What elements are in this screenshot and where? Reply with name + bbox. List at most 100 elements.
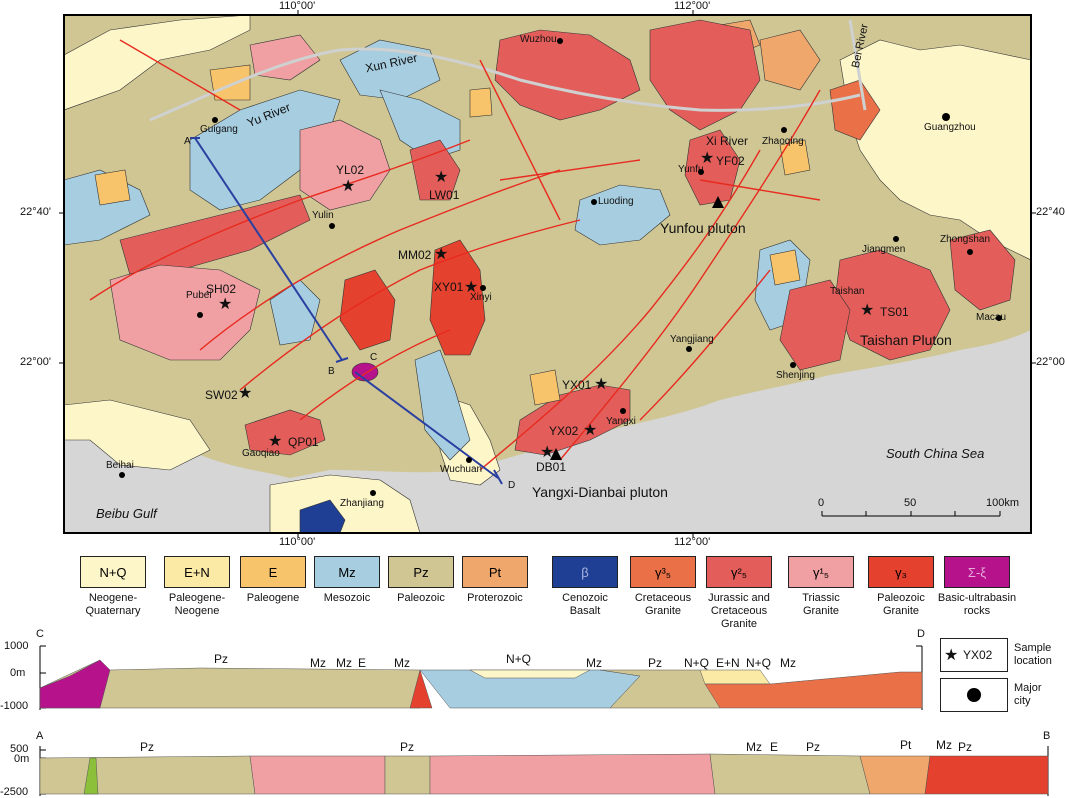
section-cd-scale-bottom: -1000 [0,700,29,712]
sample-star-yl02: ★ [341,178,356,195]
granite-jk-zhongshan [949,229,1016,311]
section-cd-pz-east [599,669,721,709]
sample-label-sw02: SW02 [205,388,238,402]
tick-lon-110-bottom: 110°00' [279,536,316,548]
place-beihai: Beihai [106,460,134,471]
pluton-label-taishan: Taishan Pluton [860,332,952,348]
tick-lat-2200-left: 22°00' [20,356,51,368]
key-sample-label: YX02 [963,648,993,662]
legend-caption-basalt: Cenozoic Basalt [562,592,608,617]
section-cd-unit-4: E [358,656,367,670]
legend-swatch-jurassic-cretaceous-granite: γ²₅ [706,556,772,588]
city-dot-guigang [212,117,218,123]
section-ab-end-left: A [36,730,44,742]
section-cd-granite [704,671,923,709]
section-ab-unit-4: E [770,740,779,754]
section-cd-granite-small [409,669,433,709]
sample-label-ts01: TS01 [880,305,909,319]
sample-star-db01: ★ [540,444,555,461]
sample-label-sh02: SH02 [206,282,237,296]
tick-lat-2240-right: 22°40' [1036,206,1065,218]
section-ab-canvas [39,746,1049,796]
paleogene-patch-4 [779,139,811,176]
place-guigang: Guigang [200,124,238,135]
section-cd-canvas [39,645,923,710]
tick-lat-2240-left: 22°40' [20,206,51,218]
section-cd-unit-12: Mz [780,656,796,670]
legend-caption-en: Paleogene- Neogene [168,592,226,617]
section-ab-unit-3: Mz [746,740,762,754]
section-ab-pz-east [709,753,871,795]
place-yunfu: Yunfu [678,164,704,175]
legend-caption-mz: Mesozoic [323,592,371,604]
sample-label-yx01: YX01 [562,378,592,392]
tick-lat-2200-right: 22°00' [1036,356,1065,368]
nq-area-northwest [64,15,251,111]
legend-caption-paleozoic-granite: Paleozoic Granite [877,592,925,617]
sample-label-yx02: YX02 [549,424,579,438]
granite-jk-centre-north [409,139,461,201]
section-point-a: A [184,136,191,147]
section-ab-scale-top: 500 [10,743,29,755]
river-label-xi: Xi River [706,134,749,148]
city-dot-pubei [197,312,203,318]
city-dot-yangjiang [686,346,692,352]
map-frame [63,14,1032,534]
pluton-label-yangxi-dianbai: Yangxi-Dianbai pluton [532,484,668,500]
city-dot-luoding [591,199,597,205]
sample-city-key: ★ YX02 Sample location Major city [940,638,1060,718]
sample-star-yx01: ★ [594,376,609,393]
city-dot-shenjing [790,362,796,368]
paleogene-patch-2 [94,169,131,206]
section-point-d: D [508,480,516,491]
section-ab-triassic-2 [429,753,716,795]
place-macau: Macau [976,312,1007,323]
basalt-area [299,499,346,533]
place-yangjiang: Yangjiang [670,334,714,345]
granite-paleozoic-xinyi [429,239,486,356]
pluton-pointer-arrows [550,196,724,460]
section-cd-ultrabasic [39,659,111,709]
place-taishan: Taishan [830,286,865,297]
section-ab-pt [859,755,931,795]
section-ab-unit-6: Pt [900,738,912,752]
section-cd-unit-5: Mz [394,656,410,670]
section-ab-unit-1: Pz [140,740,155,754]
city-dot-zhaoqing [781,127,787,133]
sample-star-sw02: ★ [238,385,253,402]
granite-triassic-yulin [299,119,391,211]
nq-area-pearl-delta [839,39,1031,261]
section-cd-en [699,669,771,685]
sample-star-yf02: ★ [700,150,715,167]
place-guangzhou: Guangzhou [924,122,976,133]
city-dot-wuzhou [557,38,563,44]
paleogene-patch-3 [769,249,801,286]
mz-area-wuchuan [414,349,471,461]
sample-star-xy01: ★ [464,279,479,296]
section-ab-unit-5: Pz [806,740,821,754]
scale-label-hundred: 100km [986,497,1020,509]
granite-jk-yangxi [514,384,631,456]
section-cd-scale-top: 1000 [4,640,29,652]
pt-area-northeast [759,29,821,91]
section-cd-unit-2: Mz [310,656,326,670]
city-dot-yangxi [620,408,626,414]
sample-star-sh02: ★ [218,296,233,313]
city-dot-yulin [329,223,335,229]
sample-star-ts01: ★ [860,302,875,319]
city-dot-zhanjiang [370,490,376,496]
place-yulin: Yulin [312,210,334,221]
legend-swatch-e: E [240,556,306,588]
section-cd-scale-mid: 0m [10,667,26,679]
section-ab-unit-8: Pz [958,740,973,754]
section-lines [190,137,503,485]
section-cd-unit-9: N+Q [684,656,710,670]
section-cd-nq [469,669,591,679]
legend-swatch-en: E+N [164,556,230,588]
key-sample-caption: Sample location [1014,642,1052,667]
section-cd-end-right: D [917,628,925,640]
scale-bar [821,511,1001,517]
map-canvas [59,10,1036,538]
legend-swatch-pt: Pt [462,556,528,588]
city-dot-yunfu [698,169,704,175]
